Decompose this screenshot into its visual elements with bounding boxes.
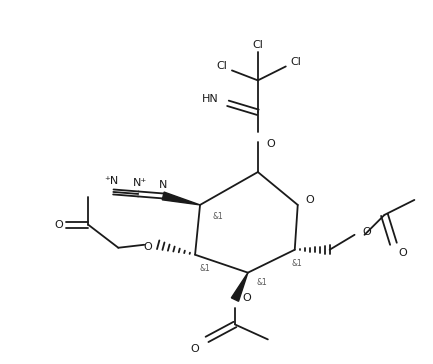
Text: N⁺: N⁺ — [133, 178, 147, 188]
Text: Cl: Cl — [216, 62, 227, 71]
Text: &1: &1 — [213, 212, 223, 221]
Text: N: N — [159, 180, 168, 190]
Text: O: O — [305, 195, 314, 205]
Text: O: O — [398, 248, 407, 258]
Text: &1: &1 — [256, 278, 267, 287]
Text: HN: HN — [202, 94, 218, 104]
Text: &1: &1 — [200, 264, 210, 273]
Text: O: O — [242, 293, 251, 302]
Polygon shape — [231, 273, 248, 301]
Text: ⁺N: ⁺N — [104, 176, 119, 186]
Text: &1: &1 — [291, 259, 302, 268]
Text: O: O — [266, 139, 275, 149]
Text: O: O — [191, 344, 200, 355]
Text: O: O — [54, 220, 63, 230]
Text: Cl: Cl — [252, 40, 263, 50]
Text: Cl: Cl — [290, 58, 301, 67]
Polygon shape — [162, 192, 200, 205]
Text: O: O — [144, 242, 152, 252]
Text: O: O — [362, 227, 371, 237]
